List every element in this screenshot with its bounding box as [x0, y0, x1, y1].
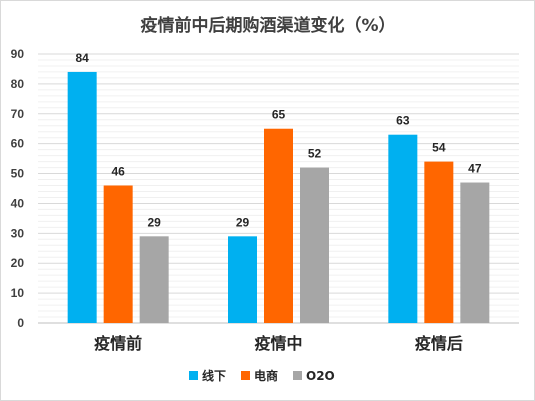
bar [103, 185, 133, 323]
y-tick-label: 0 [17, 316, 24, 330]
y-tick-label: 90 [11, 47, 25, 61]
legend-label: O2O [306, 369, 335, 383]
data-label: 63 [396, 114, 410, 128]
y-tick-label: 50 [11, 167, 25, 181]
data-label: 54 [432, 141, 446, 155]
data-label: 47 [468, 162, 482, 176]
legend-swatch [241, 371, 250, 380]
bar [228, 236, 257, 323]
legend-label: 电商 [254, 368, 278, 383]
data-label: 52 [308, 147, 322, 161]
bar [300, 167, 329, 323]
x-category-label: 疫情后 [415, 334, 463, 353]
y-tick-label: 20 [11, 256, 25, 270]
bar [424, 161, 454, 323]
bar [460, 182, 490, 323]
y-tick-label: 30 [11, 226, 25, 240]
y-tick-label: 40 [11, 196, 25, 210]
legend: 线下 电商 O2O [189, 368, 335, 383]
legend-label: 线下 [202, 368, 226, 383]
bar [139, 236, 169, 323]
data-labels: 84 46 29 29 65 52 63 54 47 [75, 51, 481, 229]
bar [264, 128, 293, 323]
x-category-label: 疫情中 [254, 334, 302, 353]
y-tick-label: 70 [11, 107, 25, 121]
chart-title: 疫情前中后期购酒渠道变化（%） [140, 15, 395, 36]
bar [388, 134, 418, 323]
legend-swatch [293, 371, 302, 380]
bar [67, 71, 97, 323]
y-tick-label: 80 [11, 77, 25, 91]
bars [67, 71, 490, 323]
x-category-label: 疫情前 [94, 334, 142, 353]
data-label: 29 [236, 215, 250, 229]
data-label: 65 [272, 108, 286, 122]
data-label: 29 [147, 215, 161, 229]
y-tick-label: 10 [11, 286, 25, 300]
data-label: 84 [75, 51, 89, 65]
data-label: 46 [111, 165, 125, 179]
y-tick-label: 60 [11, 137, 25, 151]
legend-swatch [189, 371, 198, 380]
